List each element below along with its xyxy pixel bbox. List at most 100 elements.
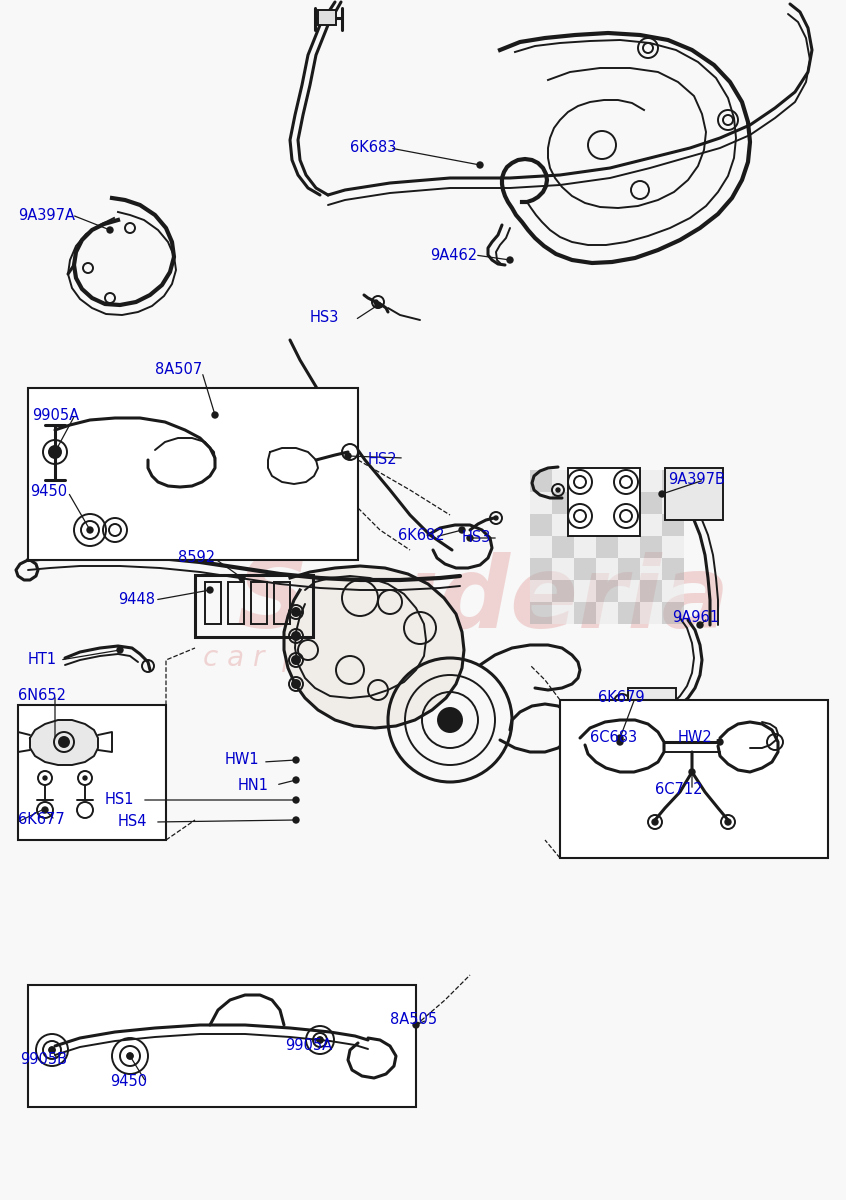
Bar (530, 536, 552, 558)
Bar (640, 580, 662, 602)
Circle shape (494, 516, 498, 520)
Bar (662, 536, 684, 558)
Bar (662, 470, 684, 492)
Bar (552, 514, 574, 536)
Text: 9448: 9448 (118, 593, 155, 607)
Text: HT1: HT1 (28, 653, 58, 667)
Bar (568, 468, 640, 536)
Circle shape (459, 527, 465, 533)
Bar (628, 688, 676, 728)
Circle shape (88, 528, 92, 532)
Text: 9A961: 9A961 (672, 611, 719, 625)
Circle shape (617, 734, 623, 740)
Bar (530, 580, 552, 602)
Text: HW2: HW2 (678, 731, 712, 745)
Circle shape (293, 778, 299, 782)
Bar (618, 492, 640, 514)
Bar (530, 470, 552, 492)
Circle shape (556, 488, 560, 492)
Text: 6N652: 6N652 (18, 688, 66, 702)
Bar (640, 514, 662, 536)
Circle shape (212, 412, 218, 418)
Circle shape (49, 1046, 55, 1054)
Bar (574, 558, 596, 580)
Circle shape (292, 632, 300, 640)
Circle shape (53, 450, 57, 454)
Circle shape (49, 1046, 55, 1054)
Bar (640, 602, 662, 624)
Text: HN1: HN1 (238, 778, 269, 792)
Circle shape (659, 491, 665, 497)
Circle shape (697, 622, 703, 628)
Text: 9450: 9450 (110, 1074, 147, 1090)
Bar (530, 514, 552, 536)
Text: HS2: HS2 (368, 452, 398, 468)
Bar (552, 492, 574, 514)
Circle shape (117, 647, 123, 653)
Bar (640, 492, 662, 514)
Circle shape (59, 737, 69, 746)
Text: 6C712: 6C712 (655, 782, 702, 798)
Bar (530, 492, 552, 514)
Polygon shape (284, 566, 464, 728)
Bar (28, 985, 416, 1106)
Circle shape (317, 1037, 323, 1043)
Text: c a r  p a r t s: c a r p a r t s (203, 644, 389, 672)
Bar (618, 514, 640, 536)
Circle shape (293, 817, 299, 823)
Text: HS1: HS1 (105, 792, 135, 808)
Bar (640, 536, 662, 558)
Bar (662, 492, 684, 514)
Circle shape (477, 162, 483, 168)
Bar (530, 558, 552, 580)
Text: 6C683: 6C683 (590, 731, 637, 745)
Bar (552, 558, 574, 580)
Bar (574, 514, 596, 536)
Text: 6K683: 6K683 (350, 140, 397, 156)
Bar (274, 582, 290, 624)
Bar (640, 558, 662, 580)
Bar (618, 470, 640, 492)
Bar (662, 514, 684, 536)
Bar (596, 514, 618, 536)
Bar (596, 602, 618, 624)
Circle shape (52, 449, 58, 455)
Circle shape (317, 1037, 323, 1043)
Circle shape (52, 737, 58, 743)
Text: Scuderia: Scuderia (237, 552, 730, 648)
Bar (574, 536, 596, 558)
Bar (596, 558, 618, 580)
Circle shape (127, 1054, 133, 1058)
Text: HS4: HS4 (118, 815, 147, 829)
Bar (662, 602, 684, 624)
Circle shape (652, 818, 658, 826)
Bar (552, 580, 574, 602)
Circle shape (87, 527, 93, 533)
Circle shape (83, 776, 87, 780)
Bar (662, 558, 684, 580)
Circle shape (717, 739, 723, 745)
Circle shape (438, 708, 462, 732)
Bar (530, 602, 552, 624)
Bar (574, 470, 596, 492)
Circle shape (725, 818, 731, 826)
Bar (552, 470, 574, 492)
Circle shape (345, 452, 351, 458)
Circle shape (43, 776, 47, 780)
Circle shape (467, 535, 473, 541)
Text: 6K679: 6K679 (598, 690, 645, 706)
Text: 6K677: 6K677 (18, 812, 65, 828)
Bar (618, 558, 640, 580)
Bar (618, 536, 640, 558)
Circle shape (239, 575, 245, 581)
Bar (195, 575, 313, 637)
Bar (596, 536, 618, 558)
Bar (18, 704, 166, 840)
Circle shape (292, 608, 300, 616)
Bar (618, 580, 640, 602)
Circle shape (293, 797, 299, 803)
Circle shape (375, 302, 381, 308)
Bar (552, 602, 574, 624)
Circle shape (292, 680, 300, 688)
Text: 8592: 8592 (178, 551, 215, 565)
